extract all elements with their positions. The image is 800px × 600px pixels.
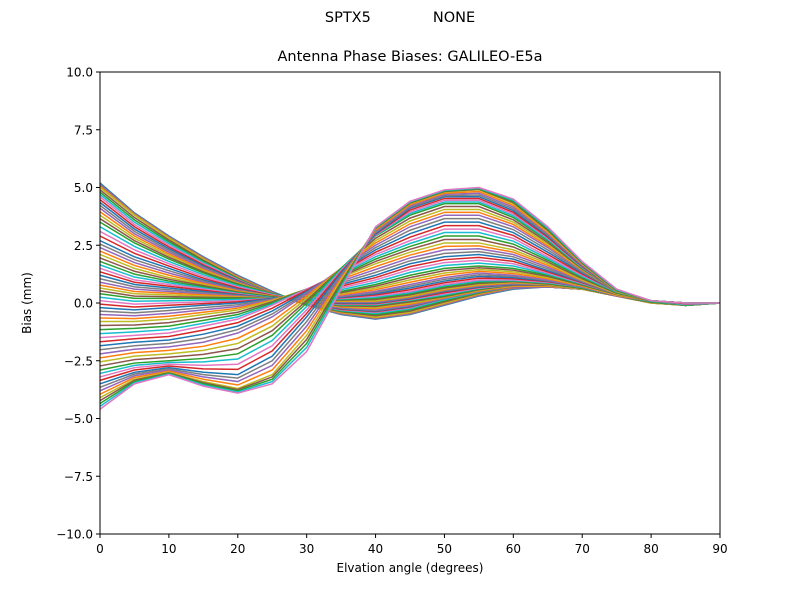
suptitle-station: SPTX5 (324, 10, 371, 26)
y-tick-label: 10.0 (66, 66, 93, 80)
axis-ticks: 0 10 20 30 40 50 60 70 80 90 10.0 7.5 5.0 2.5 0.0 −2.5 −… (56, 66, 727, 557)
x-tick-label: 90 (712, 542, 727, 556)
x-tick-label: 60 (506, 542, 521, 556)
x-tick-label: 40 (368, 542, 383, 556)
figure-suptitle: SPTX5 NONE (0, 10, 800, 26)
y-tick-label: −7.5 (64, 470, 93, 484)
x-axis-label: Elvation angle (degrees) (336, 561, 484, 575)
y-tick-label: 7.5 (74, 123, 93, 137)
x-tick-label: 80 (643, 542, 658, 556)
series-line (99, 186, 720, 410)
y-tick-label: 0.0 (74, 297, 93, 311)
x-tick-label: 20 (230, 542, 245, 556)
y-tick-label: 5.0 (74, 181, 93, 195)
data-lines (99, 182, 721, 410)
y-tick-label: −2.5 (64, 354, 93, 368)
x-tick-label: 70 (575, 542, 590, 556)
y-tick-label: −5.0 (64, 412, 93, 426)
chart-title: Antenna Phase Biases: GALILEO-E5a (277, 49, 543, 65)
y-tick-label: 2.5 (74, 239, 93, 253)
x-tick-label: 50 (437, 542, 452, 556)
x-tick-label: 30 (299, 542, 314, 556)
suptitle-model: NONE (432, 10, 476, 26)
y-tick-label: −10.0 (56, 528, 93, 542)
axes-frame (99, 71, 721, 535)
x-tick-label: 0 (96, 542, 104, 556)
x-tick-label: 10 (161, 542, 176, 556)
